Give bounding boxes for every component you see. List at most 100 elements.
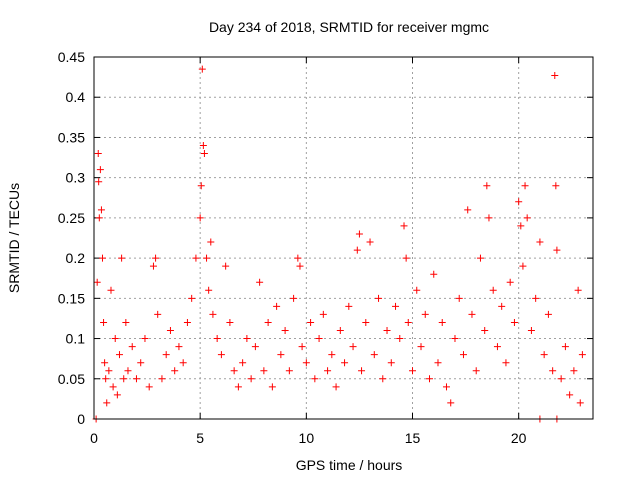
data-point (100, 318, 108, 326)
data-point (551, 72, 559, 80)
data-point (285, 367, 293, 375)
data-point (553, 246, 561, 254)
data-point (145, 383, 153, 391)
data-point (122, 318, 130, 326)
data-point (243, 335, 251, 343)
data-point (349, 343, 357, 351)
data-point (277, 351, 285, 359)
data-point (152, 254, 160, 262)
y-tick-label: 0.15 (58, 290, 85, 306)
data-point (307, 318, 315, 326)
data-point (149, 262, 157, 270)
data-point (566, 391, 574, 399)
y-tick-label: 0.45 (58, 49, 85, 65)
data-point (192, 254, 200, 262)
data-point (109, 383, 117, 391)
data-point (319, 310, 327, 318)
data-point (132, 375, 140, 383)
data-point (268, 383, 276, 391)
data-point (230, 367, 238, 375)
data-point (137, 359, 145, 367)
data-point (468, 310, 476, 318)
data-point (247, 375, 255, 383)
data-point (430, 270, 438, 278)
data-point (396, 335, 404, 343)
data-point (481, 327, 489, 335)
data-point (158, 375, 166, 383)
data-point (578, 351, 586, 359)
data-points (92, 65, 586, 423)
data-point (493, 343, 501, 351)
data-point (311, 375, 319, 383)
data-point (111, 335, 119, 343)
data-point (400, 222, 408, 230)
data-point (519, 262, 527, 270)
data-point (552, 182, 560, 190)
chart-title: Day 234 of 2018, SRMTID for receiver mgm… (209, 19, 489, 35)
data-point (166, 327, 174, 335)
data-point (93, 278, 101, 286)
data-point (379, 375, 387, 383)
y-tick-label: 0.2 (66, 250, 86, 266)
data-point (521, 182, 529, 190)
data-point (421, 310, 429, 318)
data-point (188, 294, 196, 302)
data-point (392, 302, 400, 310)
data-point (387, 359, 395, 367)
data-point (425, 375, 433, 383)
data-point (120, 375, 128, 383)
data-point (98, 254, 106, 262)
data-point (95, 178, 103, 186)
data-point (506, 278, 514, 286)
data-point (517, 222, 525, 230)
data-point (502, 359, 510, 367)
data-point (336, 327, 344, 335)
x-tick-label: 0 (90, 430, 98, 446)
data-point (294, 254, 302, 262)
data-point (105, 367, 113, 375)
data-point (324, 367, 332, 375)
data-point (205, 286, 213, 294)
data-point (209, 310, 217, 318)
data-point (442, 383, 450, 391)
data-point (570, 367, 578, 375)
data-point (464, 206, 472, 214)
data-point (107, 286, 115, 294)
data-point (375, 294, 383, 302)
data-point (234, 383, 242, 391)
data-point (485, 214, 493, 222)
y-tick-label: 0.4 (66, 89, 86, 105)
data-point (315, 335, 323, 343)
x-tick-label: 15 (405, 430, 421, 446)
data-point (213, 335, 221, 343)
x-axis-label: GPS time / hours (296, 457, 403, 473)
data-point (239, 359, 247, 367)
data-point (447, 399, 455, 407)
data-point (196, 214, 204, 222)
data-point (290, 294, 298, 302)
grid (94, 57, 593, 419)
data-point (95, 214, 103, 222)
data-point (171, 367, 179, 375)
data-point (576, 399, 584, 407)
data-point (332, 383, 340, 391)
data-point (124, 367, 132, 375)
data-point (162, 351, 170, 359)
data-point (94, 150, 102, 158)
data-point (222, 262, 230, 270)
data-point (141, 335, 149, 343)
data-point (256, 278, 264, 286)
data-point (362, 318, 370, 326)
data-point (264, 318, 272, 326)
data-point (472, 367, 480, 375)
data-point (527, 327, 535, 335)
data-point (413, 286, 421, 294)
x-tick-label: 5 (196, 430, 204, 446)
x-axis-ticks: 0 5 10 15 20 (90, 57, 527, 446)
data-point (154, 310, 162, 318)
y-tick-label: 0.05 (58, 371, 85, 387)
plot-frame (93, 56, 594, 420)
data-point (296, 262, 304, 270)
data-point (183, 318, 191, 326)
